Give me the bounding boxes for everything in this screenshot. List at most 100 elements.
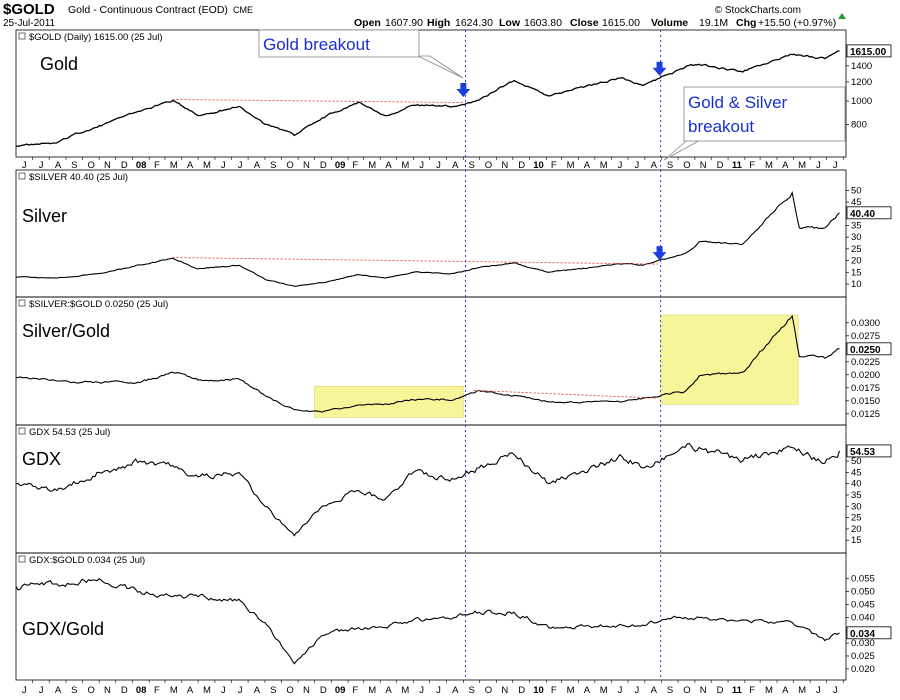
x-tick-label: O (87, 685, 94, 696)
x-tick-label: A (55, 160, 62, 171)
x-tick-label: S (270, 160, 276, 171)
legend-swatch-icon (18, 32, 26, 40)
x-tick-label: J (436, 160, 441, 171)
y-tick-label: 20 (851, 256, 862, 267)
legend-swatch-icon (18, 555, 26, 563)
quote-date: 25-Jul-2011 (3, 18, 56, 29)
x-tick-label: M (765, 685, 773, 696)
chart-header: $GOLD Gold - Continuous Contract (EOD) C… (3, 1, 846, 29)
y-tick-label: 0.025 (851, 651, 875, 662)
x-tick-label: F (352, 685, 358, 696)
resistance-line-1 (172, 98, 464, 104)
x-tick-label: M (567, 160, 575, 171)
y-tick-label: 40 (851, 479, 862, 490)
x-tick-label: M (798, 685, 806, 696)
panel-2: $SILVER 40.40 (25 Jul) Silver 101520253035… (15, 169, 892, 298)
y-tick-label: 15 (851, 267, 862, 278)
y-tick-label: 15 (851, 535, 862, 546)
x-tick-label: M (203, 160, 211, 171)
x-tick-label: D (518, 685, 525, 696)
y-tick-label: 50 (851, 185, 862, 196)
x-tick-label: J (238, 160, 243, 171)
x-tick-label: D (717, 160, 724, 171)
y-tick-label: 35 (851, 220, 862, 231)
x-tick-label: M (368, 160, 376, 171)
x-tick-label: F (749, 160, 755, 171)
x-tick-label: M (170, 160, 178, 171)
y-tick-label: 0.030 (851, 638, 875, 649)
breakout-arrow-icon (652, 61, 667, 76)
y-tick-label: 0.0300 (851, 318, 880, 329)
y-tick-label: 1400 (851, 61, 872, 72)
x-tick-label: O (485, 685, 492, 696)
chart-overlays (172, 30, 667, 680)
y-tick-label: 0.050 (851, 587, 875, 598)
x-tick-label: M (368, 685, 376, 696)
x-tick-label: 08 (136, 160, 147, 171)
y-tick-label: 0.0150 (851, 396, 880, 407)
x-tick-label: A (55, 685, 62, 696)
panel-frame (15, 169, 847, 298)
y-tick-label: 45 (851, 467, 862, 478)
x-tick-label: O (683, 685, 690, 696)
x-tick-label: O (485, 160, 492, 171)
x-tick-label: J (238, 685, 243, 696)
y-tick-label: 35 (851, 490, 862, 501)
symbol-description: Gold - Continuous Contract (EOD) (68, 4, 228, 16)
x-tick-label: N (303, 160, 310, 171)
x-tick-label: F (749, 685, 755, 696)
x-tick-label: 11 (732, 685, 743, 696)
x-tick-label: D (320, 685, 327, 696)
x-tick-label: O (683, 160, 690, 171)
x-tick-label: O (286, 160, 293, 171)
x-tick-label: A (452, 685, 459, 696)
up-triangle-icon (838, 13, 846, 19)
panel-label: Gold (40, 54, 78, 74)
x-tick-label: 10 (533, 685, 544, 696)
x-tick-label: 10 (533, 160, 544, 171)
x-tick-label: D (717, 685, 724, 696)
breakout-arrow-icon (456, 83, 471, 98)
x-tick-label: A (452, 160, 459, 171)
y-tick-label: 0.045 (851, 599, 875, 610)
x-tick-label: S (270, 685, 276, 696)
gold-silver-breakout-text-line2: breakout (688, 117, 754, 136)
x-tick-label: J (436, 685, 441, 696)
x-tick-label: M (600, 685, 608, 696)
y-tick-label: 30 (851, 501, 862, 512)
last-value-badge (846, 342, 892, 356)
x-tick-label: M (600, 160, 608, 171)
x-tick-label: J (618, 685, 623, 696)
x-tick-label: A (254, 685, 261, 696)
y-tick-label: 0.0175 (851, 383, 880, 394)
x-tick-label: J (635, 685, 640, 696)
high-label: High (427, 17, 450, 29)
x-tick-label: A (584, 685, 591, 696)
x-tick-label: M (765, 160, 773, 171)
panel-legend: $SILVER 40.40 (25 Jul) (29, 172, 128, 183)
x-tick-label: F (352, 160, 358, 171)
series-line-3 (15, 314, 840, 413)
x-tick-label: N (501, 685, 508, 696)
x-tick-label: A (651, 160, 658, 171)
y-tick-label: 30 (851, 232, 862, 243)
y-tick-label: 1200 (851, 77, 872, 88)
volume-label: Volume (651, 17, 688, 29)
x-tick-label: F (154, 685, 160, 696)
panel-legend: GDX 54.53 (25 Jul) (29, 427, 110, 438)
x-tick-label: F (551, 160, 557, 171)
chart-panels: $GOLD (Daily) 1615.00 (25 Jul)Gold800100… (15, 29, 892, 696)
series-line-1 (15, 50, 840, 147)
x-tick-label: O (286, 685, 293, 696)
panel-label: GDX (22, 449, 61, 469)
panel-frame (15, 424, 847, 554)
panel-frame (15, 29, 847, 158)
gold-silver-breakout-text-line1: Gold & Silver (688, 93, 788, 112)
x-tick-label: A (254, 160, 261, 171)
panel-label: Silver (22, 206, 67, 226)
last-value-label: 40.40 (850, 209, 875, 220)
panel-label: GDX/Gold (22, 619, 104, 639)
panel-label: Silver/Gold (22, 321, 110, 341)
legend-swatch-icon (18, 299, 26, 307)
legend-swatch-icon (18, 172, 26, 180)
